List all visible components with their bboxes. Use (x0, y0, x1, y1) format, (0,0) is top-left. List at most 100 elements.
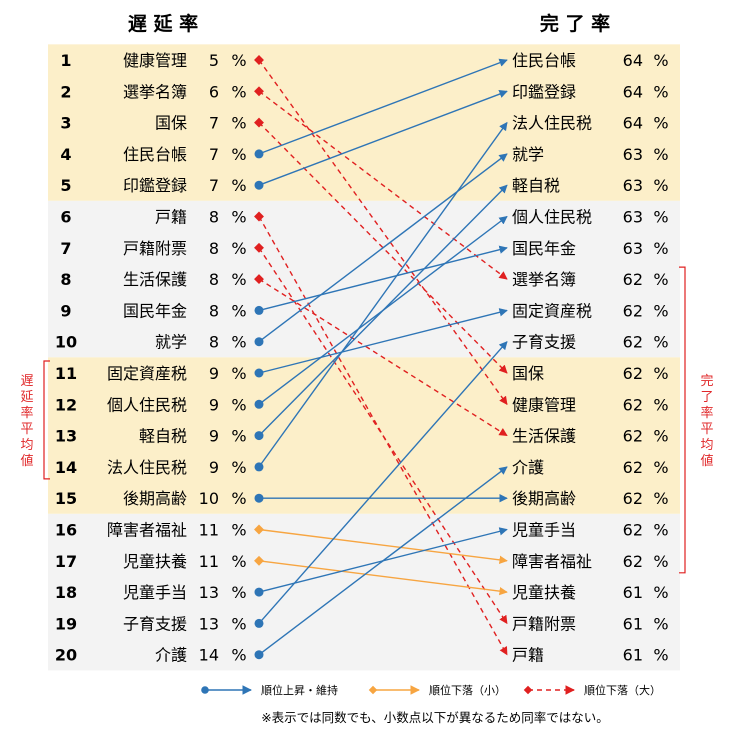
right-name-3: 法人住民税 (512, 114, 592, 133)
right-name-17: 障害者福祉 (512, 552, 592, 571)
right-value-20: 61 (623, 646, 643, 665)
left-column: 1 健康管理 5 % 2 選挙名簿 6 % 3 国保 7 % 4 住民台帳 7 % 5 印鑑登録 7 % 6 戸籍 8 % 7 戸… (55, 51, 247, 665)
right-name-4: 就学 (512, 145, 544, 164)
connector-3 (258, 122, 508, 374)
marker-circle-18 (254, 587, 264, 597)
connector-17 (258, 560, 508, 596)
left-value-11: 9 (209, 364, 219, 383)
right-value-14: 62 (623, 458, 643, 477)
right-unit-12: % (653, 395, 668, 414)
left-name-5: 印鑑登録 (123, 176, 187, 195)
row-band-1 (48, 44, 680, 201)
right-unit-8: % (653, 270, 668, 289)
marker-circle-15 (254, 493, 264, 503)
right-value-7: 63 (623, 239, 643, 258)
right-average-char-3: 率 (700, 405, 713, 421)
right-unit-5: % (653, 176, 668, 195)
connector-1 (258, 59, 508, 405)
connector-lines (254, 55, 508, 660)
left-value-10: 8 (209, 333, 219, 352)
left-rank-5: 5 (60, 176, 71, 195)
right-average-char-4: 平 (700, 422, 713, 437)
left-value-14: 9 (209, 458, 219, 477)
marker-circle-14 (254, 462, 264, 472)
left-name-1: 健康管理 (123, 51, 187, 70)
connector-4 (258, 58, 508, 155)
right-name-5: 軽自税 (512, 176, 560, 195)
left-rank-10: 10 (55, 333, 77, 352)
right-average-char-6: 値 (700, 453, 713, 469)
right-unit-18: % (653, 583, 668, 602)
right-value-9: 62 (623, 301, 643, 320)
marker-diamond-17 (254, 555, 264, 566)
right-name-18: 児童扶養 (512, 583, 576, 602)
connector-20 (258, 466, 508, 656)
left-unit-13: % (231, 427, 246, 446)
right-name-1: 住民台帳 (512, 51, 576, 70)
left-name-9: 国民年金 (123, 301, 187, 320)
right-name-6: 個人住民税 (512, 208, 592, 227)
left-average-char-3: 率 (20, 405, 33, 421)
left-value-1: 5 (209, 51, 219, 70)
legend-label-2: 順位下落（小） (429, 683, 506, 697)
left-rank-4: 4 (60, 145, 71, 164)
left-rank-1: 1 (60, 51, 71, 70)
left-rank-17: 17 (55, 552, 77, 571)
left-average-char-6: 値 (20, 453, 33, 469)
right-value-16: 62 (623, 521, 643, 540)
right-value-3: 64 (623, 114, 643, 133)
left-average-char-1: 遅 (20, 374, 33, 389)
right-name-19: 戸籍附票 (512, 614, 576, 633)
left-unit-11: % (231, 364, 246, 383)
connector-16 (258, 528, 508, 565)
left-rank-6: 6 (60, 208, 71, 227)
left-unit-19: % (231, 614, 246, 633)
right-unit-14: % (653, 458, 668, 477)
left-rank-12: 12 (55, 395, 77, 414)
left-unit-20: % (231, 646, 246, 665)
left-rank-9: 9 (60, 301, 71, 320)
left-title: 遅 延 率 (128, 12, 198, 35)
legend-marker-2 (368, 685, 378, 695)
right-title: 完 了 率 (540, 12, 610, 35)
right-value-4: 63 (623, 145, 643, 164)
connector-6 (258, 216, 508, 656)
right-name-13: 生活保護 (512, 427, 576, 446)
right-value-1: 64 (623, 51, 643, 70)
right-name-11: 国保 (512, 364, 544, 383)
left-unit-16: % (231, 521, 246, 540)
right-average-bracket (679, 266, 686, 574)
right-average-char-1: 完 (700, 374, 713, 389)
left-name-13: 軽自税 (139, 427, 187, 446)
left-name-11: 固定資産税 (107, 364, 187, 383)
left-name-16: 障害者福祉 (107, 521, 187, 540)
right-value-15: 62 (623, 489, 643, 508)
left-value-3: 7 (209, 114, 219, 133)
left-name-17: 児童扶養 (123, 552, 187, 571)
right-unit-19: % (653, 614, 668, 633)
left-rank-2: 2 (60, 82, 71, 101)
left-name-6: 戸籍 (155, 208, 187, 227)
right-unit-11: % (653, 364, 668, 383)
left-name-19: 子育支援 (123, 614, 187, 633)
left-value-18: 13 (199, 583, 219, 602)
right-unit-20: % (653, 646, 668, 665)
connector-5 (258, 90, 508, 186)
right-name-14: 介護 (512, 458, 544, 477)
right-value-17: 62 (623, 552, 643, 571)
right-value-11: 62 (623, 364, 643, 383)
right-unit-4: % (653, 145, 668, 164)
connector-2 (258, 90, 508, 280)
left-unit-6: % (231, 208, 246, 227)
left-value-7: 8 (209, 239, 219, 258)
right-unit-9: % (653, 301, 668, 320)
left-rank-3: 3 (60, 114, 71, 133)
left-rank-11: 11 (55, 364, 77, 383)
legend-marker-1 (201, 686, 209, 694)
left-unit-17: % (231, 552, 246, 571)
right-name-8: 選挙名簿 (512, 270, 576, 289)
connector-10 (258, 153, 508, 343)
right-name-12: 健康管理 (512, 395, 576, 414)
